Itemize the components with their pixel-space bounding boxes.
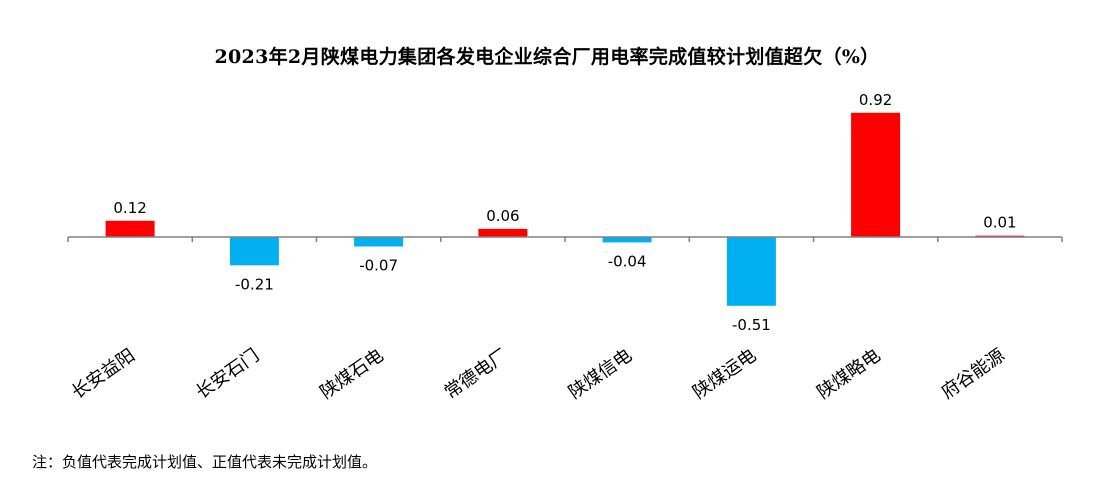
bar-3 — [354, 237, 404, 247]
x-tick-label-8: 府谷能源 — [938, 345, 1009, 403]
data-label-7: 0.92 — [859, 91, 892, 109]
bar-6 — [726, 237, 776, 306]
data-label-8: 0.01 — [983, 214, 1016, 232]
data-label-5: -0.04 — [608, 252, 647, 270]
bar-2 — [229, 237, 279, 266]
x-tick-label-7: 陕煤略电 — [813, 345, 884, 403]
bar-5 — [602, 237, 652, 243]
data-label-1: 0.12 — [113, 199, 146, 217]
data-label-6: -0.51 — [732, 316, 771, 334]
x-tick-label-5: 陕煤信电 — [565, 345, 636, 403]
x-tick-label-3: 陕煤石电 — [316, 345, 387, 403]
bar-4 — [478, 228, 528, 237]
data-label-3: -0.07 — [359, 256, 398, 274]
x-tick-label-1: 长安益阳 — [68, 345, 139, 403]
x-axis — [67, 236, 1063, 242]
x-tick-label-4: 常德电厂 — [441, 345, 512, 403]
bar-1 — [105, 220, 155, 237]
chart-note: 注：负值代表完成计划值、正值代表未完成计划值。 — [32, 453, 378, 471]
x-tick-labels: 长安益阳 长安石门 陕煤石电 常德电厂 陕煤信电 陕煤运电 陕煤略电 府谷能源 — [68, 345, 1009, 403]
x-tick-label-6: 陕煤运电 — [689, 345, 760, 403]
bar-7 — [851, 112, 901, 237]
data-labels: 0.12 -0.21 -0.07 0.06 -0.04 -0.51 0.92 0.01 — [113, 91, 1016, 334]
data-label-4: 0.06 — [486, 207, 519, 225]
data-label-2: -0.21 — [235, 275, 274, 293]
chart-title: 2023年2月陕煤电力集团各发电企业综合厂用电率完成值较计划值超欠（%） — [214, 46, 880, 68]
x-tick-label-2: 长安石门 — [192, 345, 263, 403]
